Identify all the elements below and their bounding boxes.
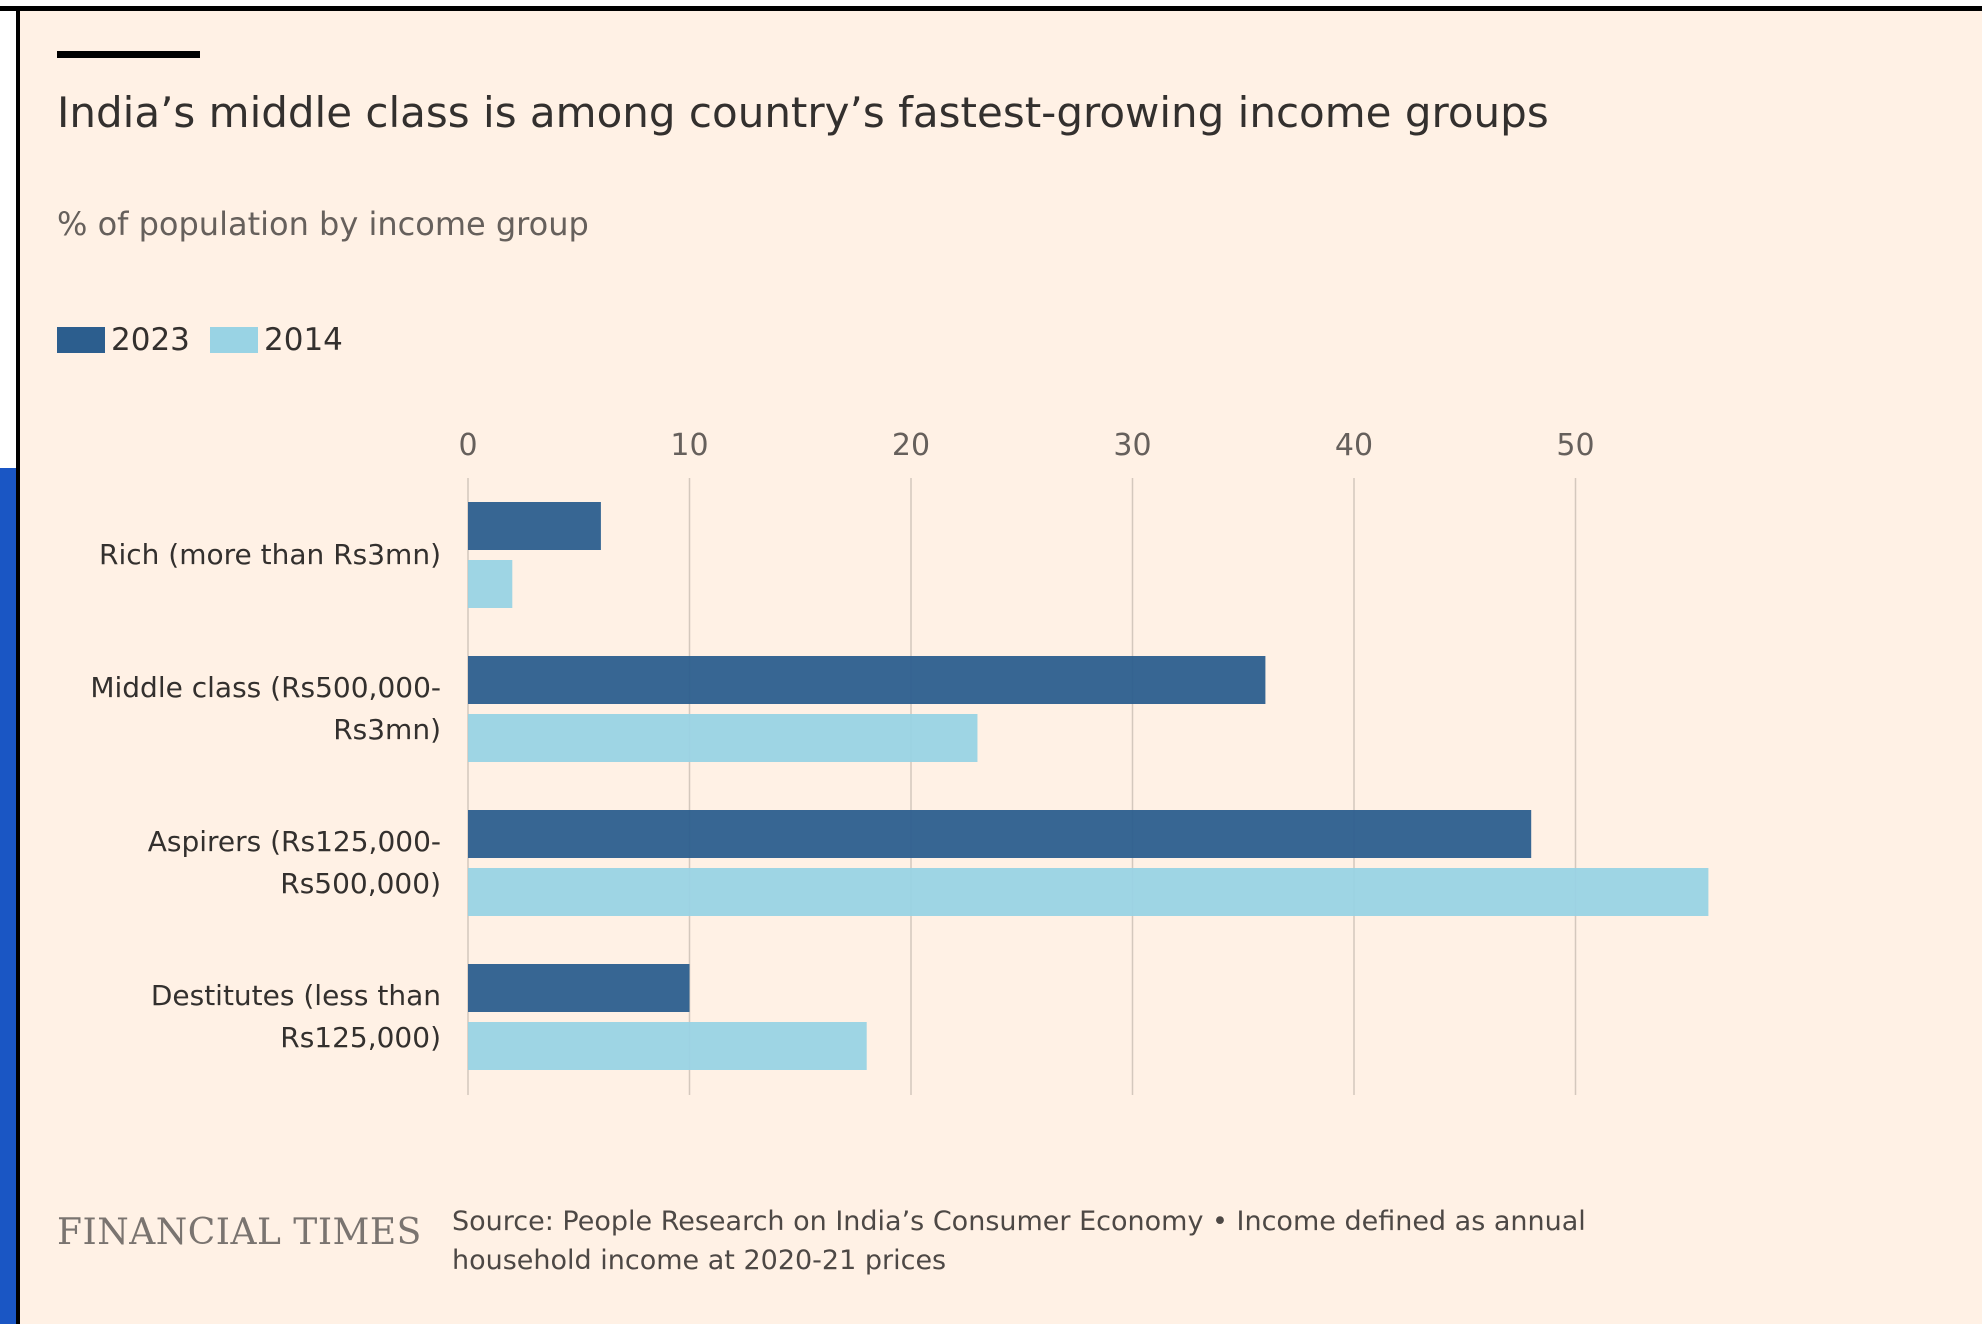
x-tick-label: 50 bbox=[1556, 428, 1594, 463]
chart-subtitle: % of population by income group bbox=[57, 205, 589, 243]
bar bbox=[468, 810, 1532, 858]
category-label: Aspirers (Rs125,000-Rs500,000) bbox=[147, 825, 441, 900]
x-tick-label: 0 bbox=[458, 428, 477, 463]
bar bbox=[468, 656, 1266, 704]
x-tick-label: 30 bbox=[1113, 428, 1151, 463]
frame-top bbox=[0, 6, 1982, 11]
category-label: Rich (more than Rs3mn) bbox=[99, 538, 441, 571]
legend-label: 2023 bbox=[111, 322, 190, 358]
category-label: Destitutes (less than Rs125,000) bbox=[150, 979, 441, 1054]
bar bbox=[468, 1022, 867, 1070]
bar bbox=[468, 868, 1709, 916]
title-rule bbox=[57, 51, 200, 58]
legend-swatch bbox=[57, 327, 105, 353]
x-tick-label: 10 bbox=[670, 428, 708, 463]
side-strip bbox=[0, 468, 16, 1324]
x-tick-label: 20 bbox=[892, 428, 930, 463]
legend-label: 2014 bbox=[264, 322, 343, 358]
bar bbox=[468, 964, 690, 1012]
bar bbox=[468, 714, 978, 762]
legend-swatch bbox=[210, 327, 258, 353]
category-label: Middle class (Rs500,000-Rs3mn) bbox=[90, 671, 441, 746]
bar bbox=[468, 502, 601, 550]
source-note: Source: People Research on India’s Consu… bbox=[452, 1206, 1586, 1276]
bar bbox=[468, 560, 513, 608]
chart-title: India’s middle class is among country’s … bbox=[57, 88, 1549, 137]
x-tick-label: 40 bbox=[1335, 428, 1373, 463]
frame-left bbox=[16, 6, 20, 1324]
brand: FINANCIAL TIMES bbox=[57, 1212, 422, 1253]
